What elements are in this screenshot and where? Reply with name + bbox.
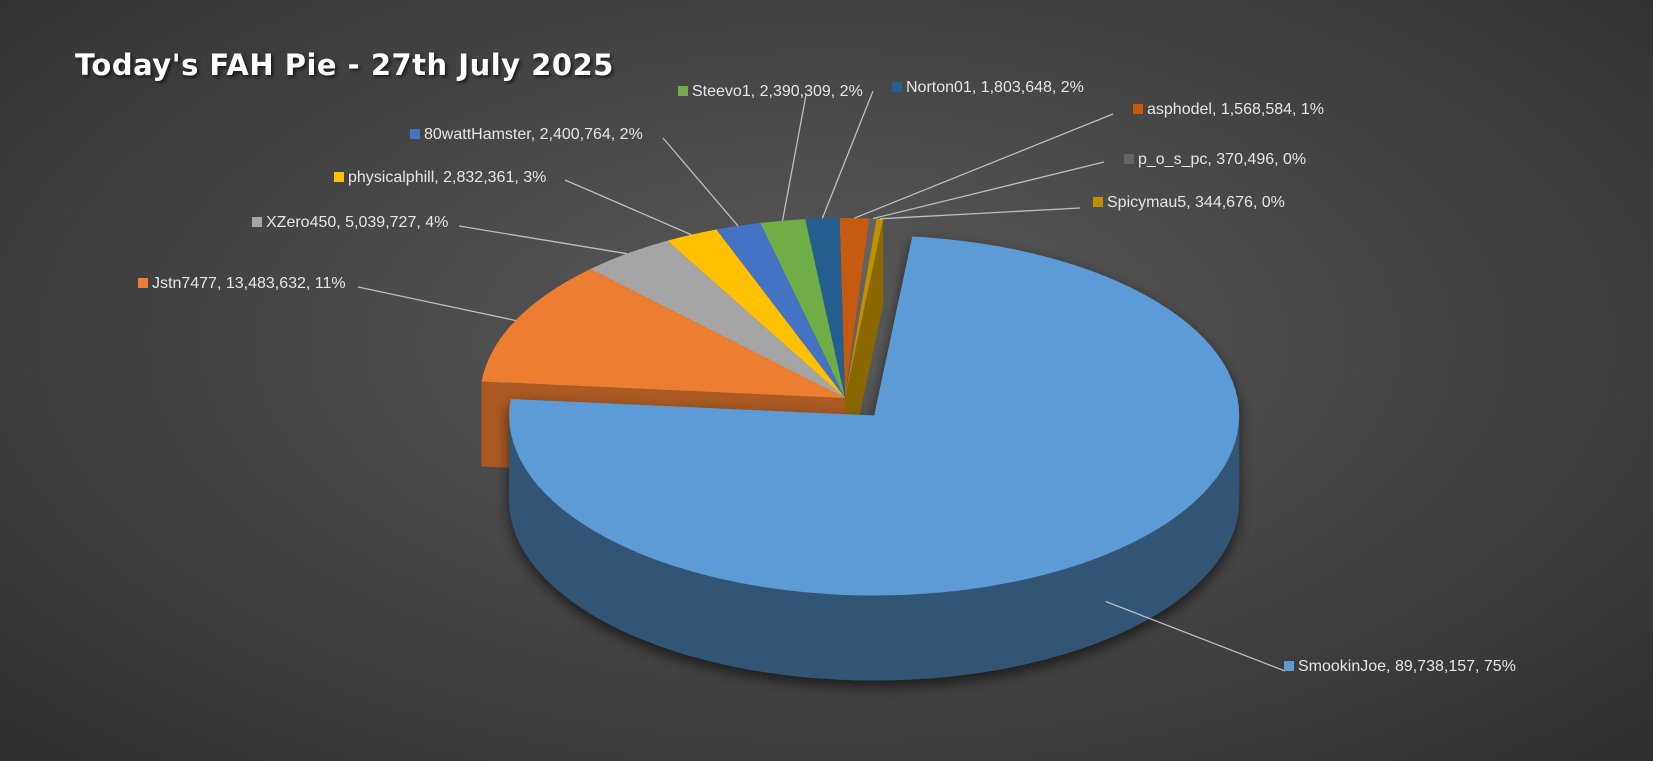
label-swatch-Norton01 [892, 82, 902, 92]
leader-line-physicalphill [564, 179, 692, 236]
leader-line-asphodel [854, 113, 1114, 219]
label-swatch-XZero450 [252, 217, 262, 227]
data-labels: SmookinJoe, 89,738,157, 75% Jstn7477, 13,… [138, 79, 1516, 675]
slice-top [509, 236, 1240, 596]
chart-title: Today's FAH Pie - 27th July 2025 [75, 48, 614, 82]
data-label-Spicymau5: Spicymau5, 344,676, 0% [1107, 194, 1285, 211]
label-swatch-80wattHamster [410, 129, 420, 139]
leader-line-p_o_s_pc [872, 161, 1105, 220]
label-swatch-Spicymau5 [1093, 197, 1103, 207]
leader-line-80wattHamster [662, 137, 739, 227]
label-swatch-Steevo1 [678, 86, 688, 96]
leader-line-Steevo1 [781, 94, 807, 221]
label-swatch-p_o_s_pc [1124, 154, 1134, 164]
data-label-XZero450: XZero450, 5,039,727, 4% [266, 214, 448, 231]
label-swatch-SmookinJoe [1284, 661, 1294, 671]
data-label-Steevo1: Steevo1, 2,390,309, 2% [692, 83, 863, 100]
leader-line-Norton01 [821, 90, 874, 219]
slice-top [805, 218, 845, 398]
slice-top [845, 218, 884, 398]
label-swatch-physicalphill [334, 172, 344, 182]
slice-top [667, 229, 845, 398]
slice-top [839, 218, 870, 398]
leader-line-Jstn7477 [357, 286, 516, 322]
data-label-asphodel: asphodel, 1,568,584, 1% [1147, 101, 1324, 118]
slice-top [845, 218, 877, 398]
leader-line-XZero450 [458, 225, 627, 255]
leader-lines [357, 90, 1286, 672]
data-label-physicalphill: physicalphill, 2,832,361, 3% [348, 169, 546, 186]
slice-rim [509, 415, 1240, 681]
data-label-Norton01: Norton01, 1,803,648, 2% [906, 79, 1084, 96]
data-label-Jstn7477: Jstn7477, 13,483,632, 11% [152, 275, 346, 292]
slice-top [716, 222, 845, 398]
pie-slices [481, 218, 1240, 681]
leader-line-Spicymau5 [879, 207, 1081, 220]
label-swatch-asphodel [1133, 104, 1143, 114]
slice-top [760, 219, 845, 398]
slice-top [481, 269, 845, 398]
data-label-SmookinJoe: SmookinJoe, 89,738,157, 75% [1298, 658, 1516, 675]
slice-top [590, 240, 845, 398]
leader-line-SmookinJoe [1105, 600, 1286, 672]
data-label-80wattHamster: 80wattHamster, 2,400,764, 2% [424, 126, 643, 143]
label-swatch-Jstn7477 [138, 278, 148, 288]
data-label-p_o_s_pc: p_o_s_pc, 370,496, 0% [1138, 151, 1306, 168]
pie-slice-SmookinJoe [509, 236, 1240, 681]
